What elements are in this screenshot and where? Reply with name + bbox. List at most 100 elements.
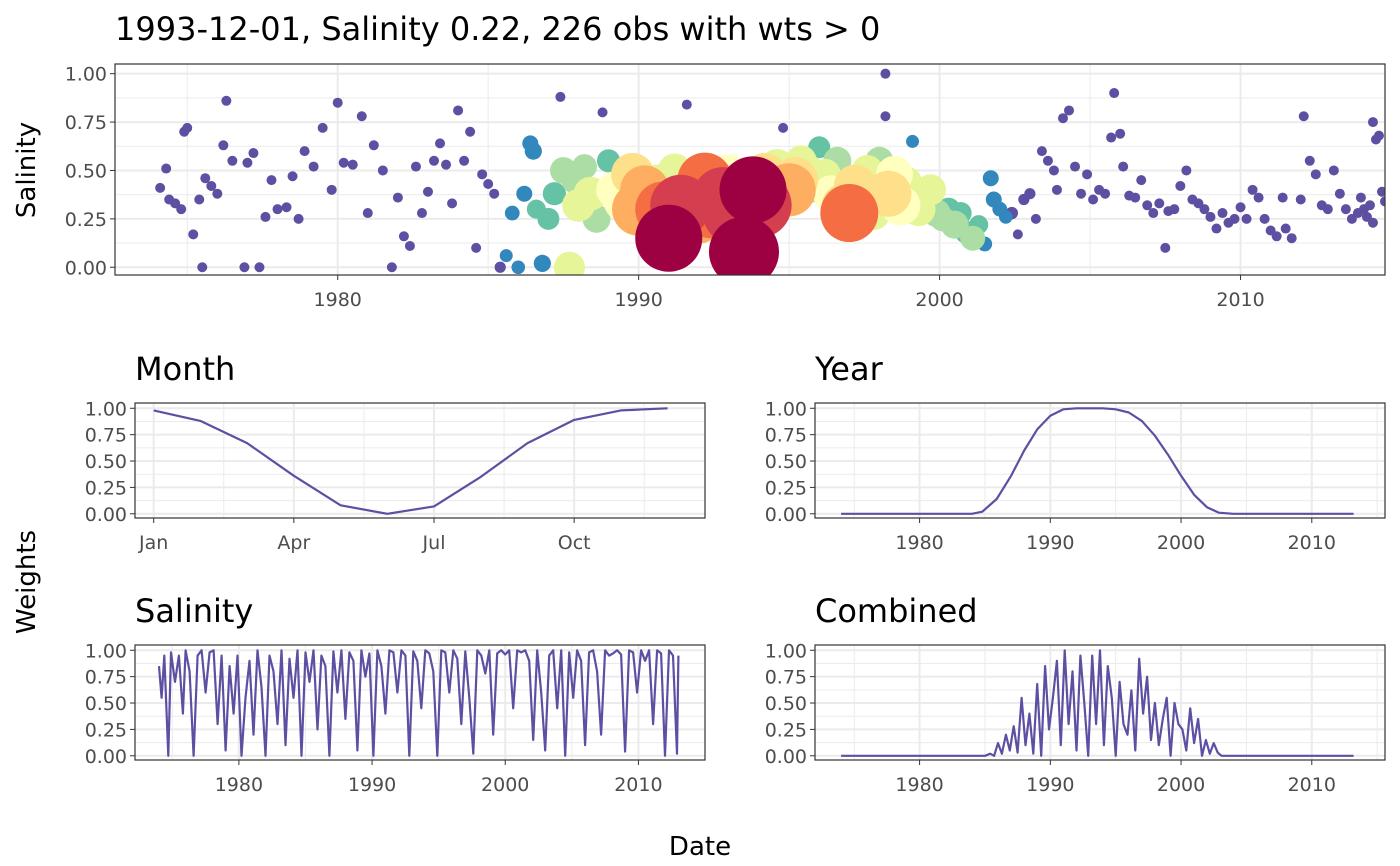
scatter-point xyxy=(332,97,343,108)
scatter-point xyxy=(553,251,585,275)
scatter-point xyxy=(471,242,482,253)
scatter-y-tick-label: 1.00 xyxy=(65,64,107,86)
scatter-point xyxy=(188,229,199,240)
scatter-point xyxy=(212,188,223,199)
scatter-point xyxy=(489,188,500,199)
scatter-point xyxy=(1373,130,1384,141)
scatter-y-tick-label: 0.50 xyxy=(65,160,107,182)
scatter-point xyxy=(880,68,891,79)
scatter-point xyxy=(1286,233,1297,244)
scatter-point xyxy=(719,156,787,224)
scatter-point xyxy=(1100,188,1111,199)
scatter-point xyxy=(1334,188,1345,199)
scatter-point xyxy=(356,111,367,122)
scatter-x-tick-label: 2000 xyxy=(915,289,963,311)
scatter-point xyxy=(338,157,349,168)
scatter-point xyxy=(1070,161,1081,172)
month-panel-title: Month xyxy=(135,350,235,388)
scatter-point xyxy=(1036,146,1047,157)
scatter-point xyxy=(422,186,433,197)
scatter-point xyxy=(537,207,560,230)
salinity-y-tick-label: 1.00 xyxy=(85,640,127,662)
scatter-point xyxy=(242,157,253,168)
scatter-point xyxy=(206,180,217,191)
scatter-point xyxy=(404,240,415,251)
scatter-point xyxy=(362,208,373,219)
scatter-x-tick-label: 2010 xyxy=(1216,289,1264,311)
scatter-point xyxy=(708,216,779,275)
scatter-point xyxy=(260,211,271,222)
scatter-point xyxy=(1235,202,1246,213)
year-series-line xyxy=(841,407,1354,515)
scatter-point xyxy=(1106,132,1117,143)
scatter-point xyxy=(155,182,166,193)
year-panel-border xyxy=(814,402,1386,519)
combined-panel-border xyxy=(814,644,1386,761)
scatter-point xyxy=(597,107,608,118)
combined-y-tick-label: 0.00 xyxy=(765,746,807,768)
combined-x-tick-label: 2000 xyxy=(1157,774,1205,796)
scatter-point xyxy=(1205,211,1216,222)
scatter-point xyxy=(368,140,379,151)
scatter-point xyxy=(447,198,458,209)
month-x-tick-label: Oct xyxy=(558,532,591,554)
scatter-point xyxy=(410,161,421,172)
scatter-point xyxy=(1271,231,1282,242)
scatter-point xyxy=(239,262,250,273)
scatter-point xyxy=(200,173,211,184)
scatter-point xyxy=(194,194,205,205)
month-x-tick-label: Jan xyxy=(138,532,168,554)
year-y-tick-label: 0.25 xyxy=(765,477,807,499)
year-marks xyxy=(841,407,1354,515)
scatter-point xyxy=(1364,200,1375,211)
scatter-point xyxy=(499,249,513,263)
scatter-point xyxy=(1211,223,1222,234)
scatter-point xyxy=(218,140,229,151)
scatter-y-tick-label: 0.25 xyxy=(65,209,107,231)
scatter-point xyxy=(1199,204,1210,215)
scatter-point xyxy=(293,213,304,224)
scatter-point xyxy=(197,262,208,273)
scatter-point xyxy=(906,134,920,148)
scatter-point xyxy=(429,155,440,166)
scatter-point xyxy=(483,179,494,190)
scatter-point xyxy=(377,165,388,176)
scatter-point xyxy=(254,262,265,273)
combined-weight-panel: 0.00 0.25 0.50 0.75 1.00 1980 1990 2000 2010 Comb… xyxy=(765,592,1386,796)
scatter-point xyxy=(1076,188,1087,199)
scatter-point xyxy=(1376,186,1385,197)
scatter-point xyxy=(1088,194,1099,205)
scatter-point xyxy=(1340,204,1351,215)
scatter-point xyxy=(281,202,292,213)
scatter-point xyxy=(1259,213,1270,224)
combined-series-line xyxy=(841,649,1354,757)
scatter-point xyxy=(1380,196,1385,207)
scatter-point xyxy=(416,208,427,219)
scatter-y-tick-label: 0.00 xyxy=(65,257,107,279)
scatter-point xyxy=(1175,180,1186,191)
scatter-point xyxy=(1229,213,1240,224)
month-x-tick-label: Jul xyxy=(422,532,446,554)
scatter-point xyxy=(1322,204,1333,215)
year-y-tick-label: 0.00 xyxy=(765,504,807,526)
y-axis-label: Weights xyxy=(12,530,42,634)
scatter-point xyxy=(441,159,452,170)
scatter-point xyxy=(1304,155,1315,166)
scatter-point xyxy=(1298,111,1309,122)
scatter-point xyxy=(1012,229,1023,240)
scatter-x-tick-label: 1980 xyxy=(314,289,362,311)
month-panel-border xyxy=(134,402,706,519)
scatter-point xyxy=(1115,128,1126,139)
scatter-point xyxy=(248,148,259,159)
scatter-point xyxy=(982,170,999,187)
combined-y-tick-label: 0.50 xyxy=(765,693,807,715)
scatter-point xyxy=(272,204,283,215)
month-marks xyxy=(153,407,668,515)
scatter-point xyxy=(1295,194,1306,205)
scatter-point xyxy=(1130,192,1141,203)
scatter-point xyxy=(161,163,172,174)
scatter-point xyxy=(1082,169,1093,180)
scatter-point xyxy=(1118,161,1129,172)
month-series-line xyxy=(153,407,668,515)
